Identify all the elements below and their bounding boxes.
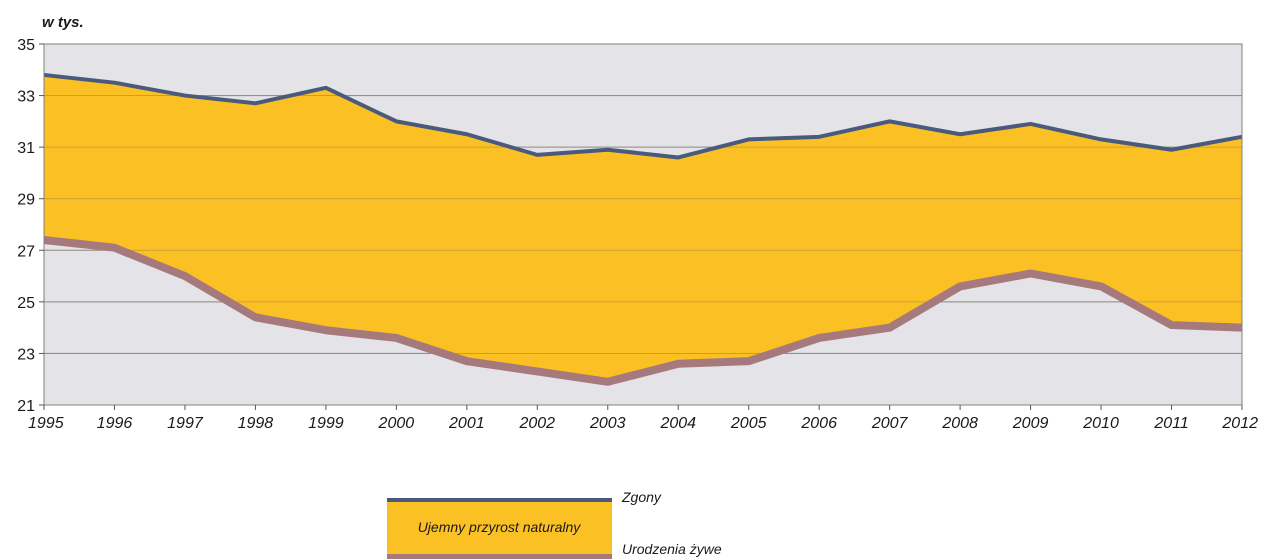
legend-fill-label: Ujemny przyrost naturalny [418,519,582,535]
y-tick-label: 29 [17,192,35,209]
y-tick-label: 35 [17,37,35,54]
x-tick-label: 2010 [1082,415,1119,432]
x-tick-label: 2003 [589,415,626,432]
y-axis-ticks: 21 23 25 27 29 31 33 35 [17,37,44,415]
x-tick-label: 1999 [308,415,344,432]
x-tick-label: 2007 [871,415,909,432]
y-tick-label: 31 [17,140,35,157]
births-series-line [43,235,1243,386]
gridlines-over-area [44,95,1242,354]
x-tick-label: 2006 [800,415,837,432]
x-tick-label: 2001 [448,415,485,432]
x-tick-label: 2004 [659,415,696,432]
x-tick-label: 2011 [1153,415,1188,432]
x-tick-label: 2009 [1012,415,1049,432]
legend: Ujemny przyrost naturalny Zgony Urodzeni… [387,489,722,559]
deaths-series-line [43,72,1243,160]
x-tick-label: 2008 [941,415,978,432]
legend-fill-swatch [387,500,612,557]
y-tick-label: 27 [17,243,35,260]
x-tick-label: 1996 [97,415,133,432]
y-tick-label: 23 [17,346,35,363]
plot-frame [43,43,1243,406]
x-tick-label: 2012 [1221,415,1258,432]
legend-births-label: Urodzenia żywe [622,541,722,557]
x-tick-label: 1997 [167,415,204,432]
negative-growth-area [44,74,1242,382]
x-tick-label: 2000 [378,415,415,432]
y-tick-label: 21 [17,398,35,415]
x-tick-label: 2005 [730,415,767,432]
y-tick-label: 25 [17,295,35,312]
x-tick-label: 2002 [518,415,555,432]
x-axis-ticks: 1995 1996 1997 1998 1999 2000 2001 2002 2003 2004… [28,405,1258,432]
x-tick-label: 1998 [238,415,274,432]
y-tick-label: 33 [17,89,35,106]
x-tick-label: 1995 [28,415,64,432]
y-axis-unit-label: w tys. [42,14,84,31]
legend-deaths-label: Zgony [621,489,662,505]
